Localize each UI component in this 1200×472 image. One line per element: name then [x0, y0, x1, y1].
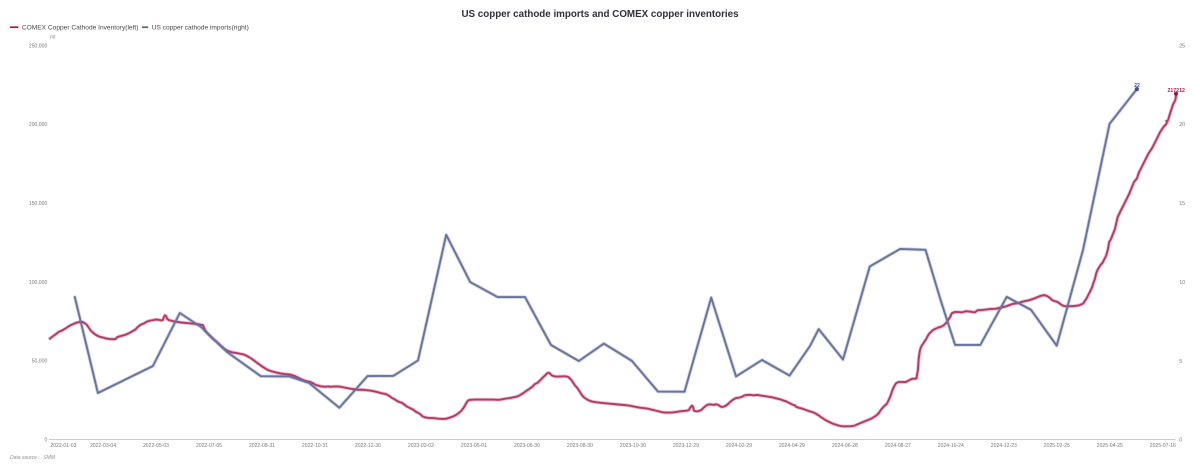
svg-text:100,000: 100,000: [29, 280, 48, 286]
svg-text:2024-08-27: 2024-08-27: [885, 443, 911, 449]
svg-text:2024-10-24: 2024-10-24: [938, 443, 964, 449]
svg-text:2023-12-29: 2023-12-29: [673, 443, 699, 449]
svg-text:2024-02-29: 2024-02-29: [726, 443, 752, 449]
svg-text:2022-05-03: 2022-05-03: [143, 443, 169, 449]
svg-text:217212: 217212: [1168, 88, 1185, 94]
svg-text:2025-07-16: 2025-07-16: [1150, 443, 1176, 449]
svg-text:2024-04-29: 2024-04-29: [779, 443, 805, 449]
svg-text:2022-08-31: 2022-08-31: [249, 443, 275, 449]
svg-text:50,000: 50,000: [32, 359, 48, 365]
svg-text:0: 0: [1179, 438, 1182, 444]
svg-text:10: 10: [1179, 280, 1185, 286]
svg-text:20: 20: [1179, 122, 1185, 128]
svg-text:250,000: 250,000: [29, 43, 48, 49]
svg-text:2022-10-31: 2022-10-31: [302, 443, 328, 449]
svg-text:2023-05-01: 2023-05-01: [461, 443, 487, 449]
svg-text:COMEX Copper Cathode Inventory: COMEX Copper Cathode Inventory(left): [22, 24, 139, 31]
svg-text:15: 15: [1179, 201, 1185, 207]
svg-text:2022-03-04: 2022-03-04: [90, 443, 116, 449]
svg-text:2025-02-25: 2025-02-25: [1044, 443, 1070, 449]
svg-text:2023-10-30: 2023-10-30: [620, 443, 646, 449]
svg-text:2024-12-23: 2024-12-23: [991, 443, 1017, 449]
svg-text:2023-06-30: 2023-06-30: [514, 443, 540, 449]
svg-text:mt: mt: [50, 35, 56, 41]
svg-text:2023-08-30: 2023-08-30: [567, 443, 593, 449]
svg-text:2025-04-25: 2025-04-25: [1097, 443, 1123, 449]
svg-text:2023-03-02: 2023-03-02: [408, 443, 434, 449]
svg-text:5: 5: [1179, 359, 1182, 365]
svg-text:2024-06-28: 2024-06-28: [832, 443, 858, 449]
svg-text:Data source： SMM: Data source： SMM: [10, 455, 56, 461]
svg-text:200,000: 200,000: [29, 122, 48, 128]
svg-text:2022-07-05: 2022-07-05: [196, 443, 222, 449]
svg-text:2022-12-30: 2022-12-30: [355, 443, 381, 449]
svg-text:150,000: 150,000: [29, 201, 48, 207]
svg-text:25: 25: [1179, 44, 1185, 50]
svg-text:0: 0: [44, 438, 47, 444]
svg-text:US copper cathode imports and: US copper cathode imports and COMEX copp…: [461, 9, 739, 20]
svg-text:22: 22: [1134, 83, 1140, 89]
svg-text:US copper cathode imports(righ: US copper cathode imports(right): [152, 24, 249, 31]
svg-text:2022-01-03: 2022-01-03: [50, 443, 76, 449]
